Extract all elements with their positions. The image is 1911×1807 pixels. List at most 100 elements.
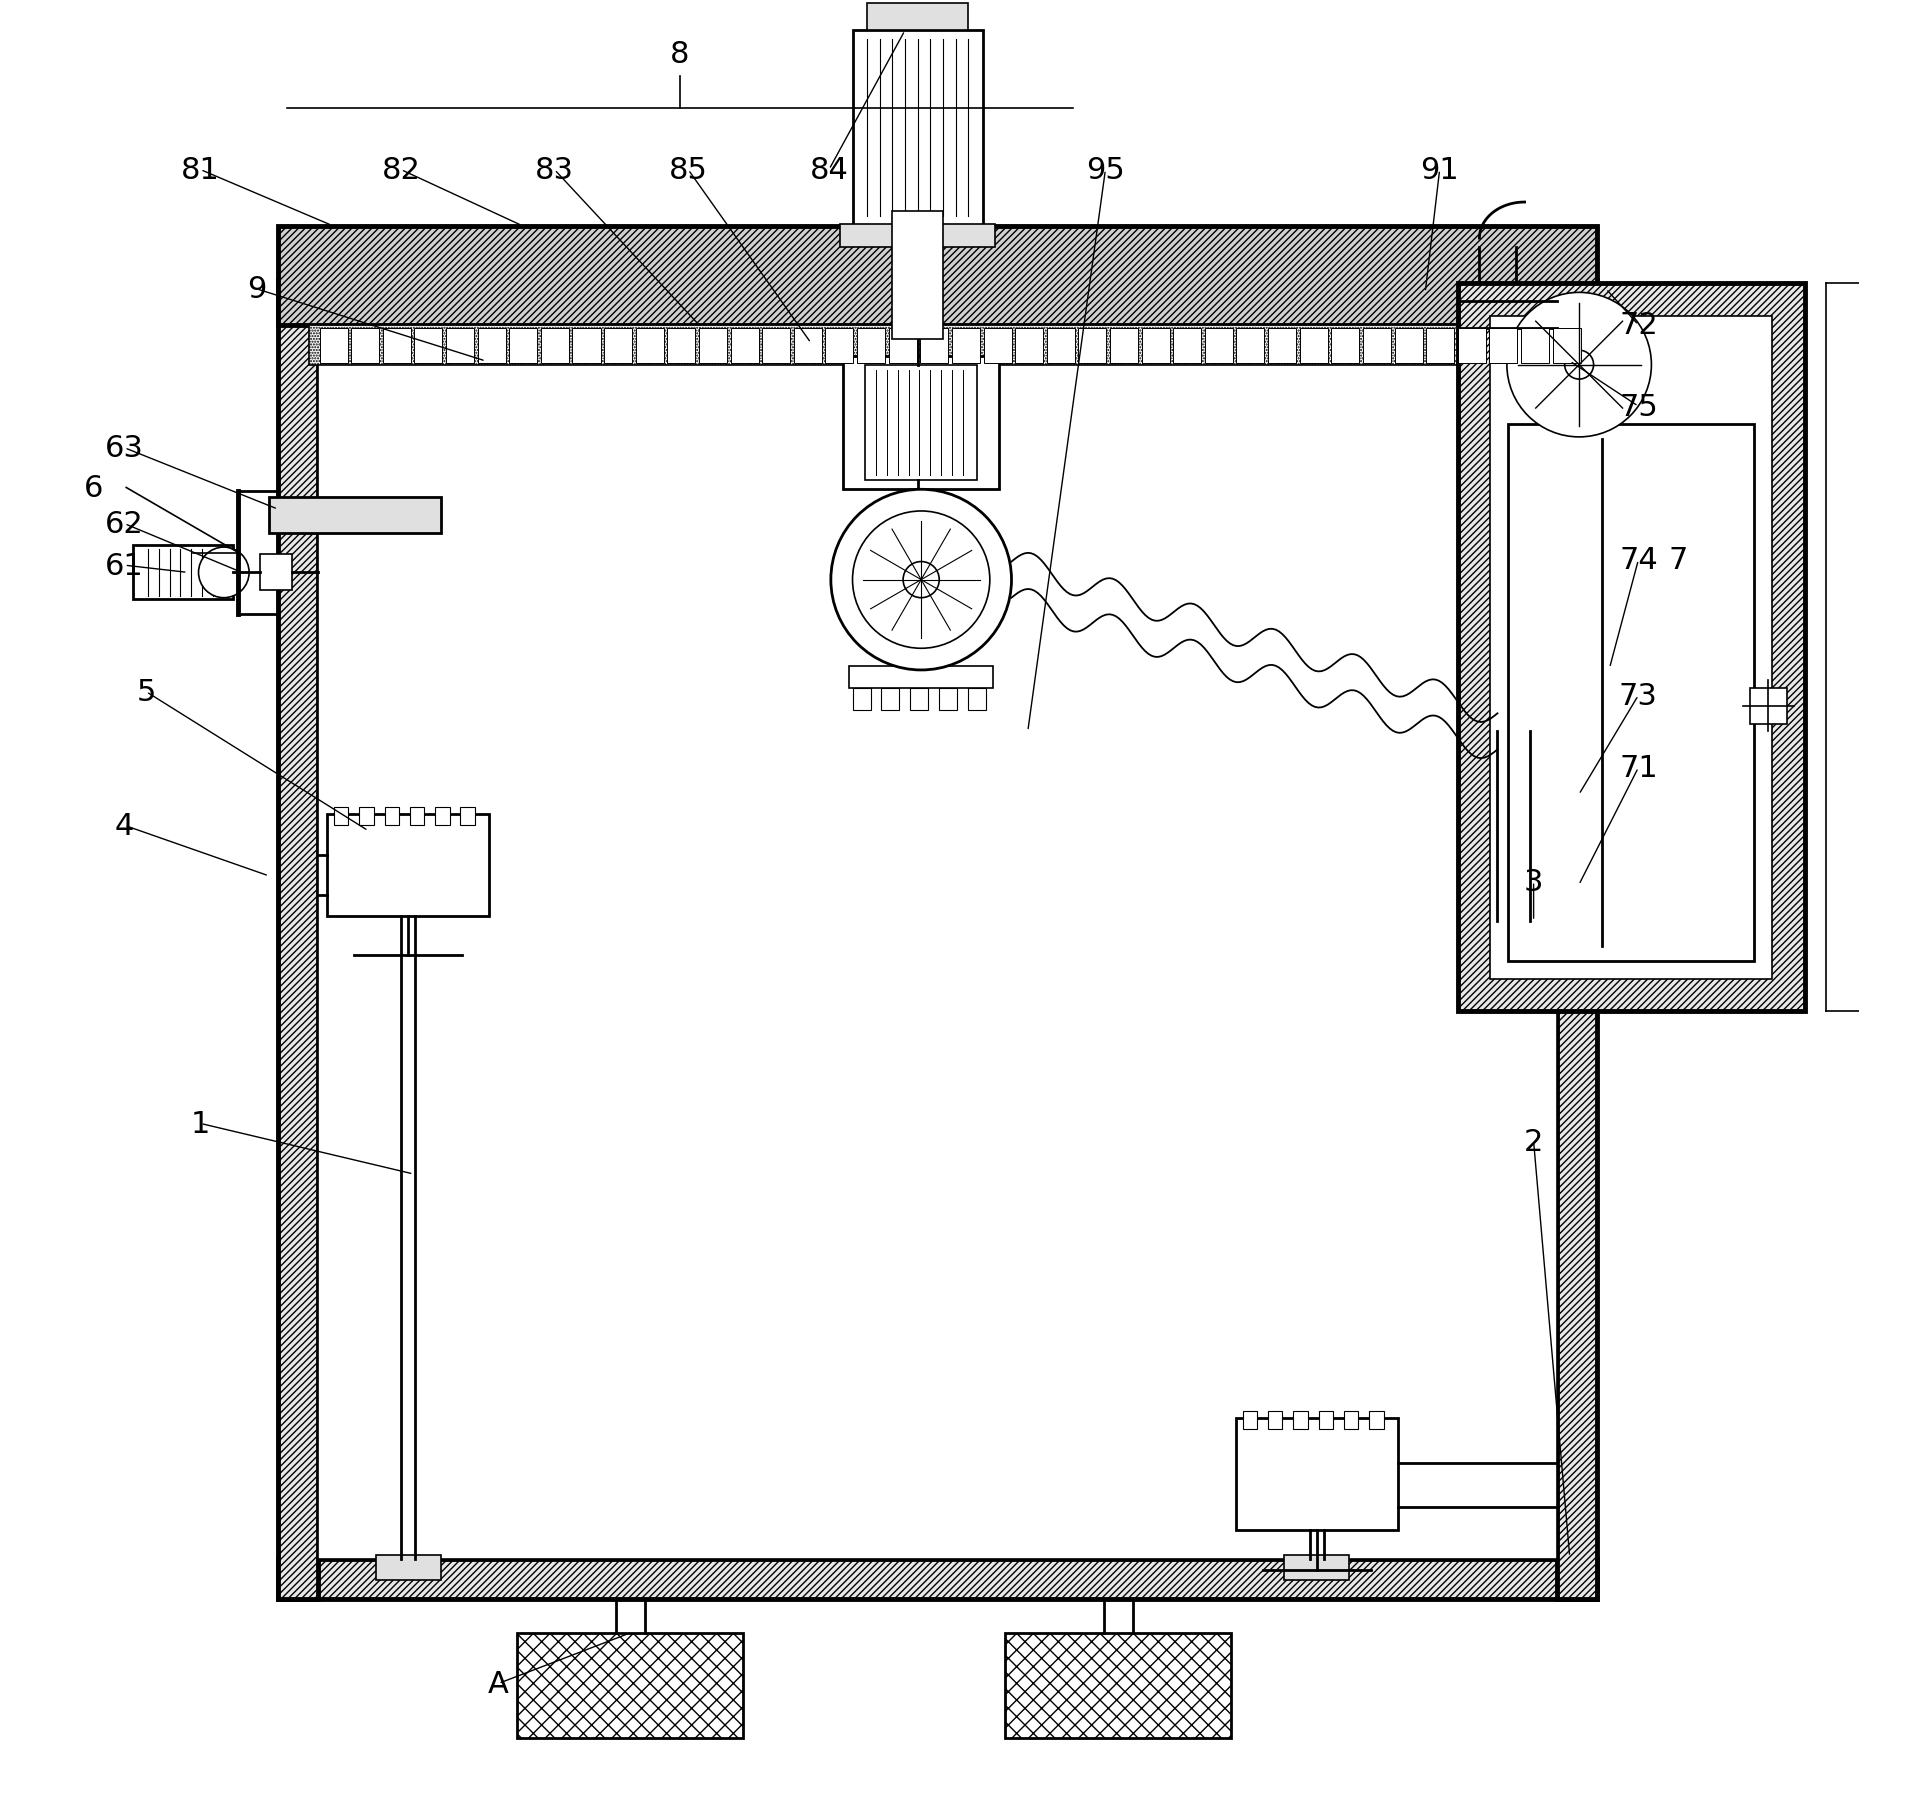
Bar bbox=[1299, 329, 1328, 363]
Bar bbox=[1236, 1418, 1399, 1531]
Bar bbox=[277, 280, 317, 1599]
Bar bbox=[319, 329, 348, 363]
Bar bbox=[1242, 1411, 1257, 1429]
Bar bbox=[260, 555, 292, 591]
Bar bbox=[1173, 329, 1202, 363]
Bar bbox=[1458, 329, 1485, 363]
Bar bbox=[938, 688, 957, 710]
Text: 2: 2 bbox=[1523, 1128, 1544, 1156]
Bar bbox=[604, 329, 633, 363]
Circle shape bbox=[199, 548, 248, 598]
Bar bbox=[1343, 1411, 1359, 1429]
Circle shape bbox=[904, 562, 938, 598]
Text: 9: 9 bbox=[247, 275, 266, 304]
Text: 6: 6 bbox=[84, 473, 103, 502]
Text: 83: 83 bbox=[535, 155, 573, 184]
Bar bbox=[1458, 284, 1804, 1012]
Bar bbox=[1489, 329, 1517, 363]
Bar bbox=[277, 280, 1598, 320]
Bar bbox=[699, 329, 726, 363]
Bar bbox=[839, 224, 996, 248]
Text: 75: 75 bbox=[1619, 392, 1657, 421]
Bar bbox=[518, 1634, 743, 1738]
Text: 91: 91 bbox=[1420, 155, 1458, 184]
Bar bbox=[852, 688, 871, 710]
Circle shape bbox=[852, 511, 990, 649]
Bar bbox=[952, 329, 980, 363]
Text: 95: 95 bbox=[1085, 155, 1126, 184]
Bar bbox=[134, 546, 233, 600]
Bar bbox=[382, 329, 411, 363]
Text: 1: 1 bbox=[191, 1109, 210, 1138]
Bar bbox=[843, 356, 999, 490]
Bar bbox=[852, 31, 982, 226]
Text: 63: 63 bbox=[105, 434, 143, 463]
Bar bbox=[667, 329, 696, 363]
Bar bbox=[508, 329, 537, 363]
Bar bbox=[889, 329, 917, 363]
Bar bbox=[1015, 329, 1043, 363]
Bar bbox=[573, 329, 600, 363]
Bar bbox=[1491, 316, 1771, 979]
Bar bbox=[1047, 329, 1074, 363]
Bar bbox=[866, 365, 977, 481]
Bar bbox=[730, 329, 759, 363]
Bar bbox=[1284, 1556, 1349, 1581]
Text: 61: 61 bbox=[105, 551, 143, 580]
Bar bbox=[1236, 329, 1265, 363]
Bar bbox=[334, 808, 348, 826]
Bar bbox=[327, 815, 489, 916]
Bar bbox=[848, 667, 994, 688]
Bar bbox=[409, 808, 424, 826]
Bar bbox=[352, 329, 378, 363]
Bar bbox=[541, 329, 569, 363]
Text: 3: 3 bbox=[1523, 867, 1544, 896]
Bar bbox=[415, 329, 443, 363]
Bar bbox=[1332, 329, 1359, 363]
Bar bbox=[1395, 329, 1422, 363]
Bar bbox=[277, 226, 1598, 325]
Text: A: A bbox=[487, 1670, 508, 1699]
Bar bbox=[1204, 329, 1233, 363]
Text: 73: 73 bbox=[1619, 681, 1659, 710]
Text: 62: 62 bbox=[105, 510, 143, 538]
Bar bbox=[1750, 688, 1787, 725]
Bar bbox=[881, 688, 900, 710]
Bar bbox=[984, 329, 1011, 363]
Bar bbox=[1508, 425, 1754, 961]
Bar bbox=[1363, 329, 1391, 363]
Bar bbox=[384, 808, 399, 826]
Bar bbox=[317, 320, 1557, 1559]
Bar bbox=[1294, 1411, 1307, 1429]
Bar bbox=[856, 329, 885, 363]
Bar bbox=[1368, 1411, 1384, 1429]
Text: 84: 84 bbox=[810, 155, 848, 184]
Bar bbox=[826, 329, 854, 363]
Text: 72: 72 bbox=[1619, 311, 1657, 340]
Bar bbox=[1269, 1411, 1282, 1429]
Bar bbox=[1141, 329, 1170, 363]
Bar bbox=[1426, 329, 1454, 363]
Text: 82: 82 bbox=[382, 155, 420, 184]
Bar bbox=[910, 688, 929, 710]
Bar bbox=[461, 808, 476, 826]
Text: 4: 4 bbox=[115, 811, 134, 840]
Bar bbox=[762, 329, 789, 363]
Bar bbox=[359, 808, 375, 826]
Text: 71: 71 bbox=[1619, 754, 1657, 782]
Bar bbox=[636, 329, 663, 363]
Text: 7: 7 bbox=[1668, 546, 1687, 575]
Bar bbox=[969, 688, 986, 710]
Bar bbox=[1552, 329, 1580, 363]
Bar bbox=[1521, 329, 1550, 363]
Bar bbox=[376, 1556, 441, 1581]
Text: 81: 81 bbox=[182, 155, 220, 184]
Bar bbox=[1557, 280, 1598, 1599]
Text: 8: 8 bbox=[671, 40, 690, 69]
Circle shape bbox=[1565, 351, 1594, 379]
Bar bbox=[277, 1559, 1598, 1599]
Text: 74: 74 bbox=[1619, 546, 1657, 575]
Bar bbox=[1005, 1634, 1231, 1738]
Bar bbox=[892, 211, 942, 340]
Bar bbox=[310, 325, 1596, 365]
